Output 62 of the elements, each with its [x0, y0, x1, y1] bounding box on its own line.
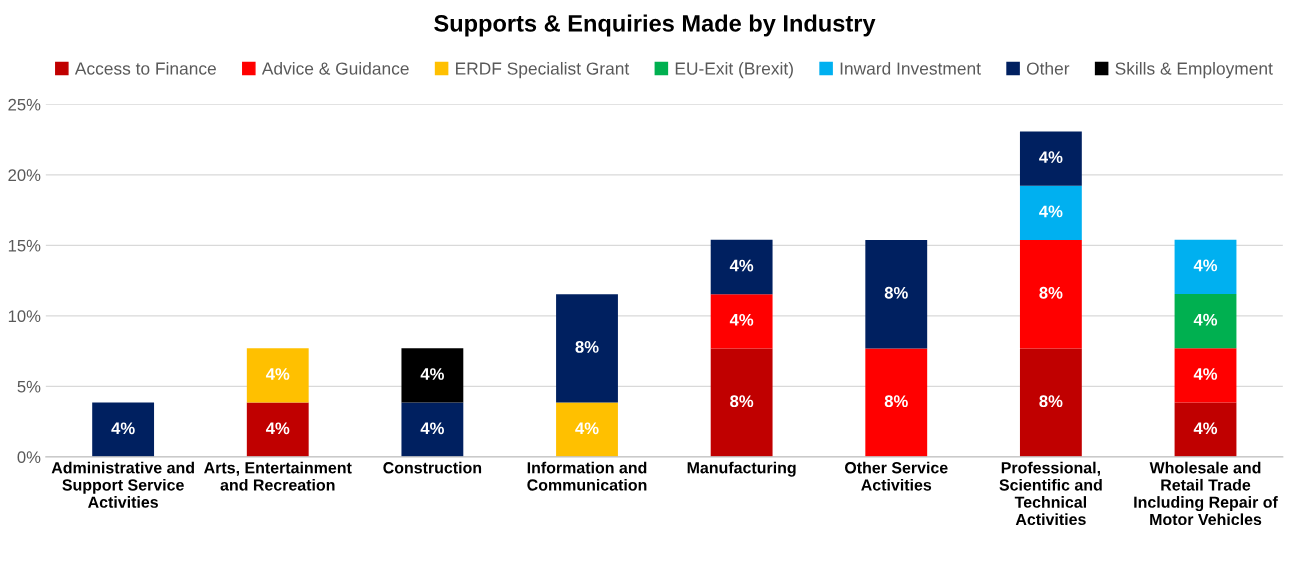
bar [1019, 131, 1082, 186]
x-tick-label: Arts, Entertainment and Recreation [204, 461, 352, 491]
bar [401, 402, 464, 457]
data-label: 4% [1039, 205, 1063, 218]
bar [710, 294, 773, 349]
x-tick-label: Wholesale and Retail Trade Including Repair of Motor Vehicles [1134, 461, 1278, 526]
legend-label: Other [1026, 61, 1070, 75]
bar [1019, 185, 1082, 240]
y-tick-label: 10% [8, 310, 41, 323]
data-label: 8% [1039, 286, 1063, 299]
data-label: 4% [1193, 259, 1218, 272]
data-label: 4% [729, 313, 754, 326]
legend-label: Access to Finance [74, 61, 216, 75]
data-label: 4% [1193, 313, 1218, 326]
bar [1174, 293, 1237, 349]
data-label: 8% [575, 341, 599, 353]
bar [710, 239, 773, 295]
legend-label: Inward Investment [840, 61, 981, 75]
data-label: 4% [420, 368, 444, 380]
legend-label: ERDF Specialist Grant [456, 61, 630, 79]
data-label: 8% [730, 395, 754, 408]
data-label: 4% [111, 422, 135, 435]
chart-title: Supports & Enquiries Made by Industry [434, 14, 876, 37]
data-label: 8% [884, 286, 908, 299]
data-label: 4% [575, 422, 599, 435]
bar [556, 294, 618, 403]
bar [556, 402, 618, 457]
y-tick-label: 0% [17, 451, 41, 464]
y-tick-label: 15% [8, 239, 41, 252]
x-tick-label: Professional, Scientific and Technical Activities [999, 461, 1102, 526]
bar [92, 402, 155, 457]
x-tick-label: Information and Communication [527, 461, 647, 491]
data-label: 8% [884, 395, 908, 408]
bar [865, 348, 928, 457]
x-tick-label: Other Service Activities [844, 461, 948, 491]
data-label: 4% [729, 259, 754, 272]
x-tick-label: Administrative and Support Service Activities [51, 461, 194, 508]
bar [1174, 239, 1237, 294]
data-label: 4% [1193, 368, 1218, 380]
data-label: 4% [420, 422, 444, 435]
bar [1019, 239, 1082, 349]
legend-label: Skills & Employment [1115, 61, 1273, 79]
bar [246, 348, 309, 403]
y-tick-label: 25% [8, 98, 41, 111]
bar [865, 239, 928, 349]
x-tick-label: Construction [383, 461, 482, 474]
bar [710, 348, 773, 457]
legend-label: EU-Exit (Brexit) [675, 61, 793, 79]
data-label: 8% [1039, 395, 1063, 408]
bar [246, 402, 309, 457]
y-tick-label: 20% [8, 169, 41, 182]
legend-label: Advice & Guidance [261, 61, 409, 75]
y-tick-label: 5% [17, 380, 41, 393]
bar [1019, 348, 1082, 457]
bar [1174, 402, 1237, 457]
data-label: 4% [1039, 151, 1063, 163]
data-label: 4% [265, 422, 290, 435]
data-label: 4% [1193, 422, 1218, 435]
x-tick-label: Manufacturing [687, 461, 796, 477]
bar [401, 348, 464, 403]
bar [1174, 348, 1237, 403]
data-label: 4% [265, 368, 290, 380]
